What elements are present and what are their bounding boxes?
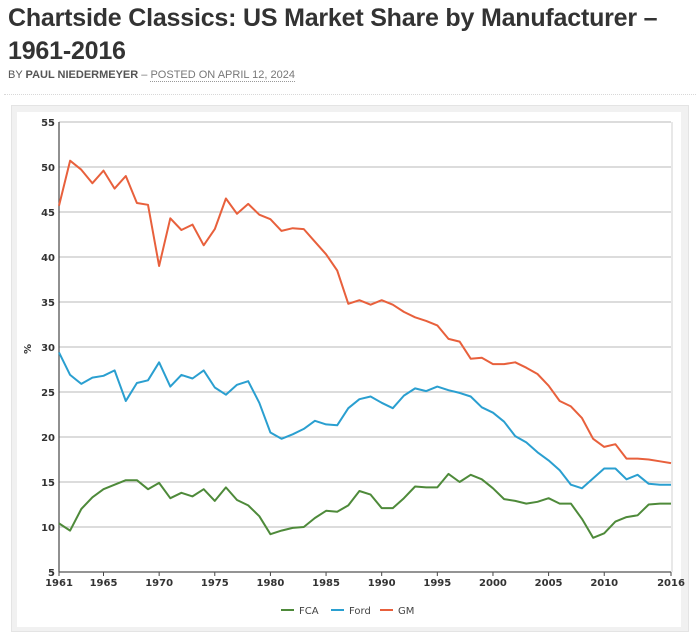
y-tick-label: 30 — [41, 343, 55, 354]
y-tick-label: 50 — [41, 163, 55, 174]
x-tick-label: 2010 — [590, 578, 618, 589]
article-title: Chartside Classics: US Market Share by M… — [8, 4, 658, 65]
x-tick-label: 1985 — [312, 578, 340, 589]
post-date-link[interactable]: POSTED ON APRIL 12, 2024 — [150, 69, 295, 82]
y-tick-label: 45 — [41, 208, 55, 219]
byline-prefix: BY — [8, 69, 23, 81]
posted-label: POSTED ON — [150, 69, 216, 81]
y-tick-label: 40 — [41, 253, 55, 264]
y-tick-label: 10 — [41, 523, 55, 534]
author-link[interactable]: PAUL NIEDERMEYER — [25, 69, 139, 81]
legend-label-fca: FCA — [299, 606, 319, 617]
byline-separator: – — [141, 69, 148, 81]
series-line-gm — [58, 159, 672, 465]
x-tick-label: 1990 — [368, 578, 396, 589]
byline: BY PAUL NIEDERMEYER – POSTED ON APRIL 12… — [8, 69, 295, 82]
x-tick-label: 1980 — [256, 578, 284, 589]
chart-background — [17, 112, 681, 627]
y-tick-label: 55 — [41, 118, 55, 129]
legend-label-gm: GM — [398, 606, 414, 617]
legend-label-ford: Ford — [349, 606, 371, 617]
x-tick-label: 2005 — [535, 578, 563, 589]
gridlines — [59, 121, 671, 528]
series-line-fca — [58, 472, 671, 539]
x-tick-label: 2000 — [479, 578, 507, 589]
y-tick-label: 25 — [41, 388, 55, 399]
y-axis-ticks: 5 10 15 20 25 30 35 40 45 50 55 — [41, 118, 55, 579]
series-line-ford — [58, 351, 671, 490]
series-lines — [58, 159, 672, 539]
y-tick-label: 35 — [41, 298, 55, 309]
y-tick-label: 5 — [48, 568, 55, 579]
axes — [58, 122, 673, 573]
divider — [4, 94, 696, 95]
y-tick-label: 20 — [41, 433, 55, 444]
post-date: APRIL 12, 2024 — [217, 69, 295, 81]
x-tick-label: 1961 — [45, 578, 73, 589]
x-tick-label: 1975 — [201, 578, 229, 589]
x-tick-label: 1995 — [423, 578, 451, 589]
x-tick-label: 1965 — [90, 578, 118, 589]
legend: FCA Ford GM — [281, 606, 414, 617]
y-tick-label: 15 — [41, 478, 55, 489]
x-axis-ticks: 1961 1965 1970 1975 1980 1985 1990 1995 2000 2005… — [45, 572, 685, 589]
x-tick-label: 1970 — [145, 578, 173, 589]
y-axis-label: % — [23, 344, 34, 354]
x-tick-label: 2016 — [657, 578, 685, 589]
